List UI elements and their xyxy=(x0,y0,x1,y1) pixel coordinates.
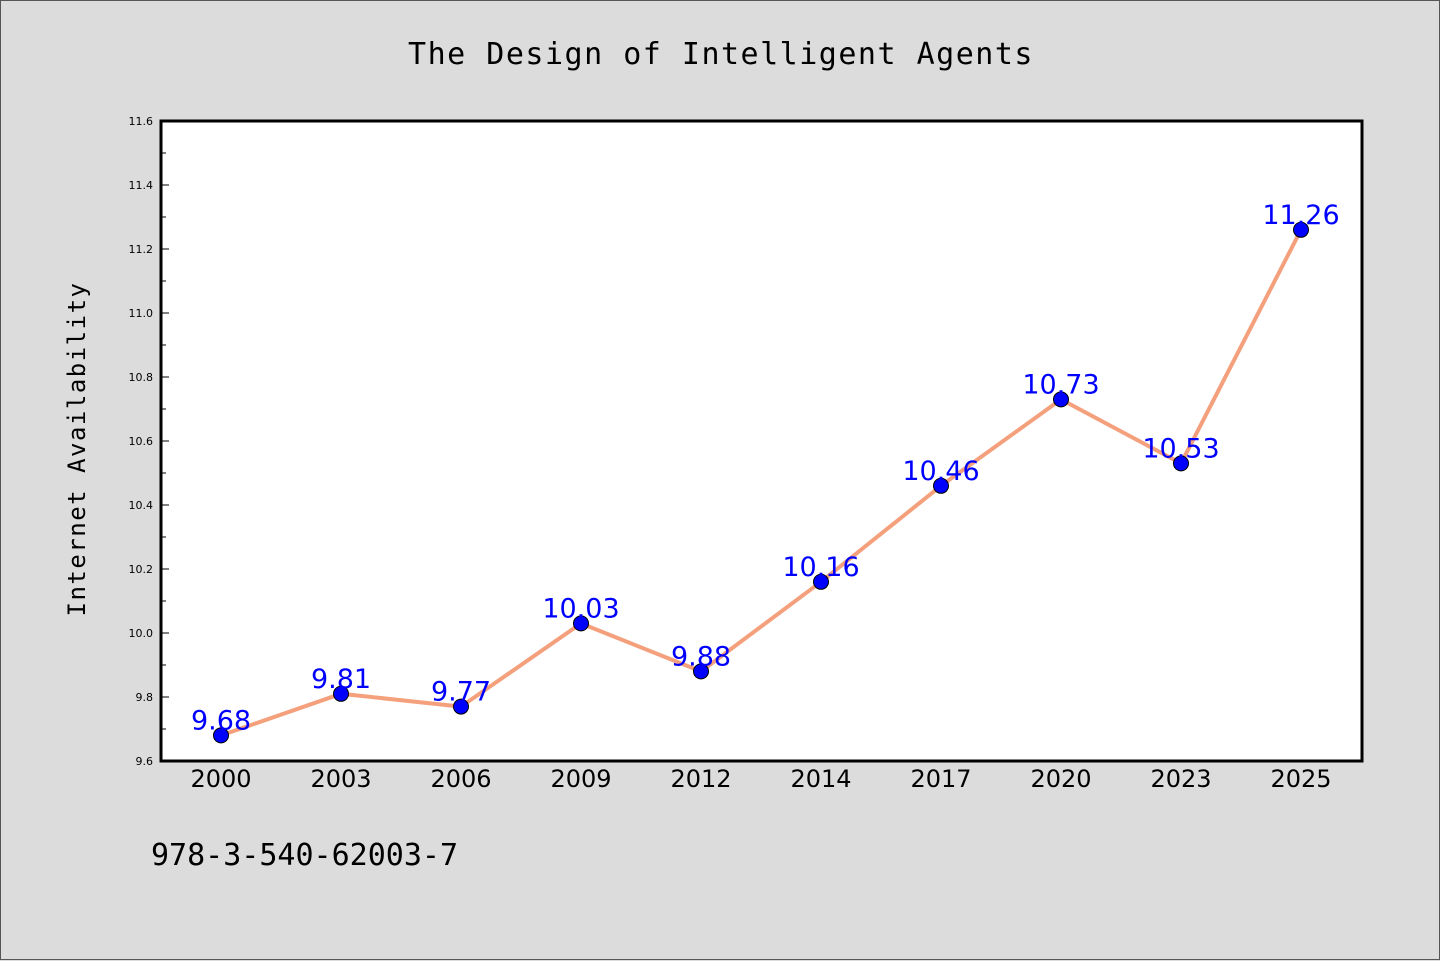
data-label: 9.77 xyxy=(431,677,491,708)
data-label: 10.03 xyxy=(542,593,619,624)
y-tick-label: 11.0 xyxy=(129,307,154,320)
data-label: 10.16 xyxy=(782,552,859,583)
x-tick-label: 2003 xyxy=(310,765,371,793)
y-tick-label: 10.6 xyxy=(129,435,154,448)
x-tick-label: 2023 xyxy=(1150,765,1211,793)
data-label: 9.68 xyxy=(191,705,251,736)
chart-title: The Design of Intelligent Agents xyxy=(408,37,1034,72)
y-tick-label: 11.4 xyxy=(129,179,154,192)
data-point xyxy=(1293,221,1309,238)
series-group: 9.68 9.81 9.77 10.03 9.88 10.16 10.46 10.73 10.5… xyxy=(191,200,1340,744)
data-point xyxy=(453,698,469,715)
y-tick-label: 11.2 xyxy=(129,243,154,256)
series-line xyxy=(219,227,1303,738)
data-point xyxy=(693,663,709,680)
data-label: 10.73 xyxy=(1022,369,1099,400)
data-label: 10.53 xyxy=(1142,433,1219,464)
data-point xyxy=(933,477,949,494)
y-tick-label: 10.4 xyxy=(129,499,154,512)
x-tick-label: 2009 xyxy=(550,765,611,793)
y-axis-label: Internet Availability xyxy=(63,282,91,617)
y-tick-label: 10.0 xyxy=(129,627,154,640)
data-point xyxy=(573,615,589,632)
y-tick-label: 10.2 xyxy=(129,563,154,576)
data-point xyxy=(1053,391,1069,408)
plot-area xyxy=(161,121,1362,761)
data-point xyxy=(213,727,229,744)
data-point xyxy=(333,685,349,702)
x-tick-label: 2017 xyxy=(910,765,971,793)
plot-frame xyxy=(159,119,1364,763)
data-label: 9.81 xyxy=(311,664,371,695)
y-tick-label: 10.8 xyxy=(129,371,154,384)
data-point xyxy=(813,573,829,590)
x-tick-label: 2000 xyxy=(190,765,251,793)
x-tick-label: 2014 xyxy=(790,765,851,793)
x-tick-label: 2025 xyxy=(1270,765,1331,793)
data-label: 10.46 xyxy=(902,456,979,487)
y-tick-label: 11.6 xyxy=(129,115,154,128)
x-tick-label: 2006 xyxy=(430,765,491,793)
x-tick-label: 2020 xyxy=(1030,765,1091,793)
y-tick-label: 9.6 xyxy=(136,755,154,768)
x-axis-ticks: 2000 2003 2006 2009 2012 2014 2017 2020 2023 2025 xyxy=(190,765,1331,793)
isbn-text: 978-3-540-62003-7 xyxy=(151,838,458,873)
data-point xyxy=(1173,455,1189,472)
y-tick-label: 9.8 xyxy=(136,691,154,704)
data-label: 9.88 xyxy=(671,641,731,672)
data-label: 11.26 xyxy=(1262,200,1339,231)
y-axis-ticks: 9.6 9.8 10.0 10.2 10.4 10.6 10.8 11.0 11.2 11.4 11… xyxy=(129,115,169,768)
x-tick-label: 2012 xyxy=(670,765,731,793)
